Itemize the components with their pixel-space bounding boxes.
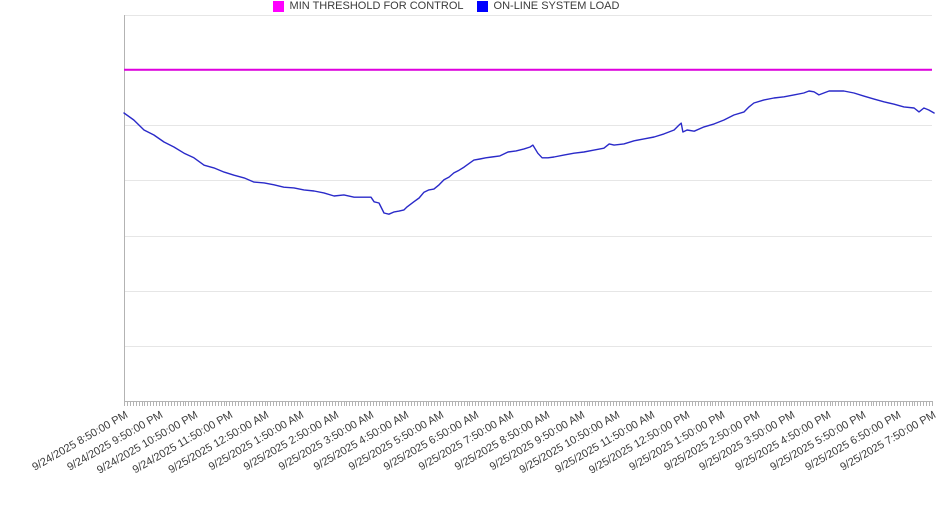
chart-legend: MIN THRESHOLD FOR CONTROL ON-LINE SYSTEM…	[0, 0, 892, 12]
legend-item-online-system-load: ON-LINE SYSTEM LOAD	[476, 0, 620, 12]
online-system-load-line	[123, 90, 935, 215]
online-system-load-swatch-icon	[476, 0, 488, 12]
min-threshold-swatch-icon	[272, 0, 284, 12]
legend-item-min-threshold: MIN THRESHOLD FOR CONTROL	[272, 0, 464, 12]
legend-label-min-threshold: MIN THRESHOLD FOR CONTROL	[289, 0, 464, 12]
legend-label-online-system-load: ON-LINE SYSTEM LOAD	[493, 0, 620, 12]
plot-area	[123, 15, 935, 406]
